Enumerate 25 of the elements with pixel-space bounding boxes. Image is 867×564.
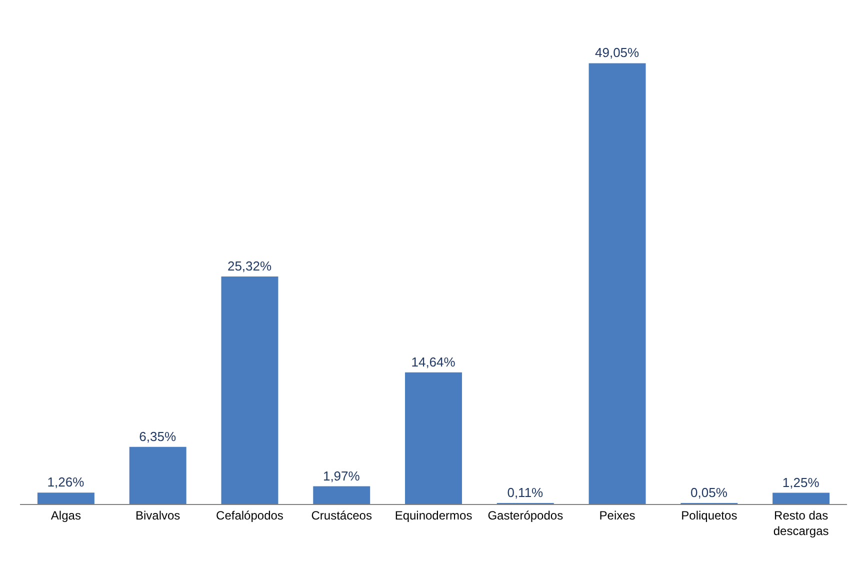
bar — [405, 372, 462, 504]
x-tick-label: Algas — [50, 508, 81, 522]
bar — [129, 446, 186, 504]
x-tick-label: Resto das descargas — [773, 508, 829, 538]
data-label: 49,05% — [595, 45, 640, 60]
x-tick-label: Cefalópodos — [216, 508, 284, 522]
data-label: 6,35% — [139, 428, 176, 444]
data-label: 14,64% — [411, 354, 456, 370]
bar — [221, 276, 278, 504]
bar — [37, 492, 94, 504]
data-label: 1,97% — [322, 468, 360, 484]
x-tick-label: Gasterópodos — [488, 508, 564, 522]
data-label: 0,11% — [507, 485, 544, 500]
x-tick-label: Bivalvos — [135, 508, 180, 522]
bar — [313, 486, 370, 504]
data-label: 1,25% — [782, 474, 820, 490]
data-label: 25,32% — [227, 258, 272, 274]
bar — [772, 492, 830, 504]
x-tick-label: Equinodermos — [394, 508, 472, 522]
x-tick-label: Peixes — [599, 508, 636, 522]
data-label: 0,05% — [690, 485, 728, 500]
x-tick-label: Poliquetos — [681, 508, 738, 522]
data-label: 1,26% — [47, 474, 85, 490]
x-tick-label: Crustáceos — [311, 508, 372, 522]
bar — [588, 63, 646, 504]
